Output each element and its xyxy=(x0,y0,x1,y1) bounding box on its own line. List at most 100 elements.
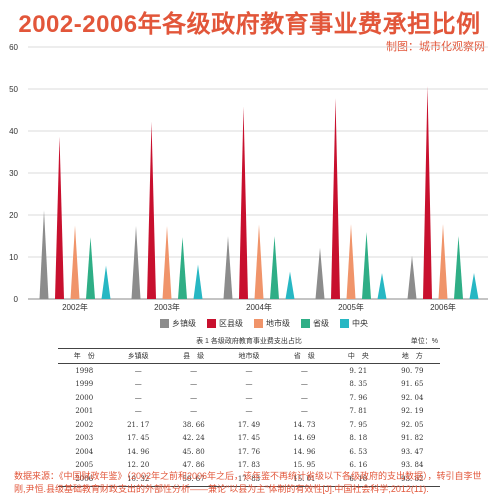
table-cell: 1999 xyxy=(75,380,94,389)
legend-label: 乡镇级 xyxy=(172,319,196,328)
table-caption: 表 1 各级政府教育事业费支出占比 xyxy=(196,338,302,345)
table-cell: 2002 xyxy=(75,420,94,429)
bar-省级 xyxy=(270,236,279,299)
legend-swatch xyxy=(340,319,349,328)
source-note: 数据来源：《中国财政年鉴》（2002年之前和2006年之后，该年鉴不再统计省级以… xyxy=(14,471,482,494)
table-cell: 10. 32 xyxy=(127,474,150,483)
table-cell: 14. 96 xyxy=(127,447,150,456)
table-cell: 2006 xyxy=(75,474,94,483)
table-cell: 12. 20 xyxy=(127,461,150,470)
legend-label: 省级 xyxy=(313,319,329,328)
table-row: 2005 12. 20 47. 86 17. 83 15. 95 6. 16 93. 84 xyxy=(58,459,440,473)
y-tick-label: 40 xyxy=(9,127,18,136)
table-caption-row: 表 1 各级政府教育事业费支出占比 单位：% xyxy=(58,334,440,348)
bar-区县级 xyxy=(55,136,64,299)
table-cell: 8. 35 xyxy=(349,380,368,389)
table-cell: — xyxy=(245,366,253,375)
table-header-cell: 地 方 xyxy=(401,353,423,360)
legend-swatch xyxy=(160,319,169,328)
bar-区县级 xyxy=(423,86,432,299)
legend-label: 中央 xyxy=(352,319,368,328)
x-tick-label: 2005年 xyxy=(338,302,364,312)
table-cell: 15. 95 xyxy=(293,461,316,470)
table-cell: 91. 65 xyxy=(401,380,424,389)
bar-地市级 xyxy=(254,224,264,299)
table-cell: 6. 53 xyxy=(349,447,368,456)
table-cell: 2004 xyxy=(75,447,94,456)
table-cell: 92. 05 xyxy=(401,420,424,429)
table-cell: 17. 83 xyxy=(237,461,261,470)
table-row: 2003 17. 45 42. 24 17. 45 14. 69 8. 18 91. 82 xyxy=(58,432,440,446)
bar-地市级 xyxy=(438,224,448,299)
bar-chart: 0 10 20 30 40 50 60 2002年 2003年 2004年 2005年 2006年 xyxy=(9,43,488,312)
legend-swatch xyxy=(254,319,263,328)
table-cell: 93. 47 xyxy=(401,447,424,456)
table-row: 1998 — — — — 9. 21 90. 79 xyxy=(58,364,440,378)
table-cell: 2005 xyxy=(75,461,94,470)
legend-swatch xyxy=(301,319,310,328)
table-cell: — xyxy=(300,407,308,416)
y-tick-label: 20 xyxy=(9,211,18,220)
table-row: 2002 21. 17 38. 66 17. 49 14. 73 7. 95 92. 05 xyxy=(58,418,440,432)
table-cell: 93. 84 xyxy=(401,461,424,470)
table-cell: 91. 82 xyxy=(401,434,424,443)
table-cell: 93. 82 xyxy=(401,474,424,483)
legend-swatch xyxy=(207,319,216,328)
table-cell: — xyxy=(134,380,142,389)
legend-item-township: 乡镇级 xyxy=(160,318,196,329)
legend-item-central: 中央 xyxy=(340,318,368,329)
table-cell: — xyxy=(300,366,308,375)
table-cell: — xyxy=(245,393,253,402)
bar-区县级 xyxy=(331,97,340,299)
table-header-row: 年 份 乡镇级 县 级 地市级 省 级 中 央 地 方 xyxy=(58,348,440,364)
table-cell: — xyxy=(190,366,198,375)
data-table-section: 表 1 各级政府教育事业费支出占比 单位：% 年 份 乡镇级 县 级 地市级 省 级 中 … xyxy=(58,334,440,487)
y-tick-label: 0 xyxy=(14,295,19,304)
table-cell: 14. 96 xyxy=(293,447,316,456)
table-cell: — xyxy=(245,380,253,389)
table-cell: 38. 66 xyxy=(182,420,205,429)
table-cell: 17. 45 xyxy=(237,434,261,443)
table-header-cell: 县 级 xyxy=(183,353,205,360)
table-cell: 9. 21 xyxy=(349,366,368,375)
bar-中央 xyxy=(285,271,295,299)
bars xyxy=(39,86,479,299)
table-cell: 92. 19 xyxy=(401,407,424,416)
x-tick-label: 2003年 xyxy=(154,302,180,312)
bar-地市级 xyxy=(346,224,356,299)
y-tick-label: 50 xyxy=(9,85,18,94)
table-cell: 7. 81 xyxy=(349,407,368,416)
data-table: 年 份 乡镇级 县 级 地市级 省 级 中 央 地 方 1998 — — — — 9. 21 90. 7… xyxy=(58,348,440,487)
bar-乡镇级 xyxy=(39,210,49,299)
y-tick-label: 60 xyxy=(9,43,18,52)
table-cell: 21. 17 xyxy=(127,420,150,429)
bar-地市级 xyxy=(162,225,172,299)
table-row: 2004 14. 96 45. 80 17. 76 14. 96 6. 53 93. 47 xyxy=(58,445,440,459)
bar-乡镇级 xyxy=(315,247,325,299)
table-cell: 15. 01 xyxy=(293,474,316,483)
chart-legend: 乡镇级 区县级 地市级 省级 中央 xyxy=(160,318,368,329)
x-axis-ticks: 2002年 2003年 2004年 2005年 2006年 xyxy=(62,302,456,312)
table-cell: 14. 69 xyxy=(293,434,316,443)
table-cell: 14. 73 xyxy=(293,420,316,429)
table-cell: 90. 79 xyxy=(401,366,424,375)
table-cell: — xyxy=(245,407,253,416)
table-header-cell: 省 级 xyxy=(293,353,315,360)
table-row: 2006 10. 32 50. 67 17. 83 15. 01 6. 18 93. 82 xyxy=(58,472,440,486)
table-body: 1998 — — — — 9. 21 90. 79 1999 — — — — 8. 35 91. 65 20… xyxy=(58,364,440,486)
table-cell: — xyxy=(300,393,308,402)
bar-省级 xyxy=(454,235,463,299)
table-cell: 92. 04 xyxy=(401,393,424,402)
table-unit: 单位：% xyxy=(410,338,438,345)
bar-中央 xyxy=(101,265,111,299)
bar-乡镇级 xyxy=(131,225,141,299)
table-header-cell: 地市级 xyxy=(238,353,260,360)
table-cell: 17. 83 xyxy=(237,474,261,483)
chart-title: 2002-2006年各级政府教育事业费承担比例 xyxy=(18,11,481,38)
bar-地市级 xyxy=(70,225,80,299)
bar-中央 xyxy=(193,264,203,299)
table-header-cell: 年 份 xyxy=(73,353,95,360)
table-cell: — xyxy=(134,393,142,402)
table-cell: 2001 xyxy=(75,407,94,416)
table-cell: 17. 49 xyxy=(237,420,261,429)
